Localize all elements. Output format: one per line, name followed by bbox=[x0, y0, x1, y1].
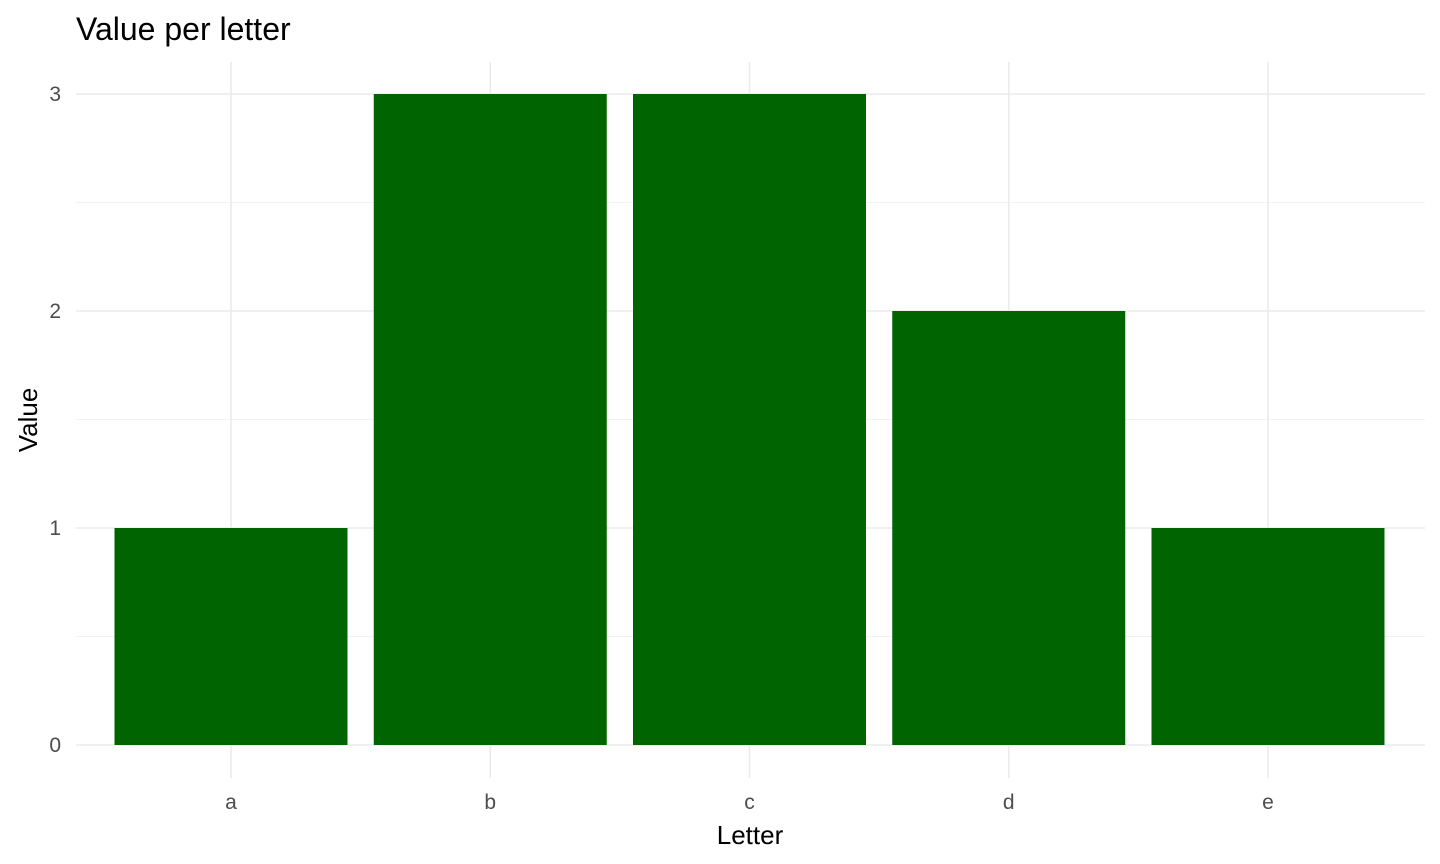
y-tick-label: 3 bbox=[49, 83, 61, 106]
x-axis-title: Letter bbox=[717, 820, 784, 850]
y-axis-title: Value bbox=[13, 388, 43, 453]
y-tick-label: 0 bbox=[49, 734, 61, 757]
x-tick-label: d bbox=[1003, 791, 1015, 814]
bars bbox=[114, 94, 1385, 745]
x-tick-label: b bbox=[484, 791, 496, 814]
y-tick-label: 2 bbox=[49, 300, 61, 323]
y-axis-ticks: 0 1 2 3 bbox=[49, 83, 61, 757]
x-tick-label: e bbox=[1262, 791, 1274, 814]
x-tick-label: a bbox=[225, 791, 237, 814]
x-tick-label: c bbox=[744, 791, 755, 814]
y-tick-label: 1 bbox=[49, 517, 61, 540]
x-axis-ticks: a b c d e bbox=[225, 791, 1274, 814]
bar-a bbox=[114, 528, 348, 745]
chart-title: Value per letter bbox=[76, 11, 291, 47]
bar-b bbox=[373, 94, 607, 745]
bar-d bbox=[892, 311, 1126, 745]
bar-c bbox=[633, 94, 866, 745]
bar-e bbox=[1151, 528, 1385, 745]
